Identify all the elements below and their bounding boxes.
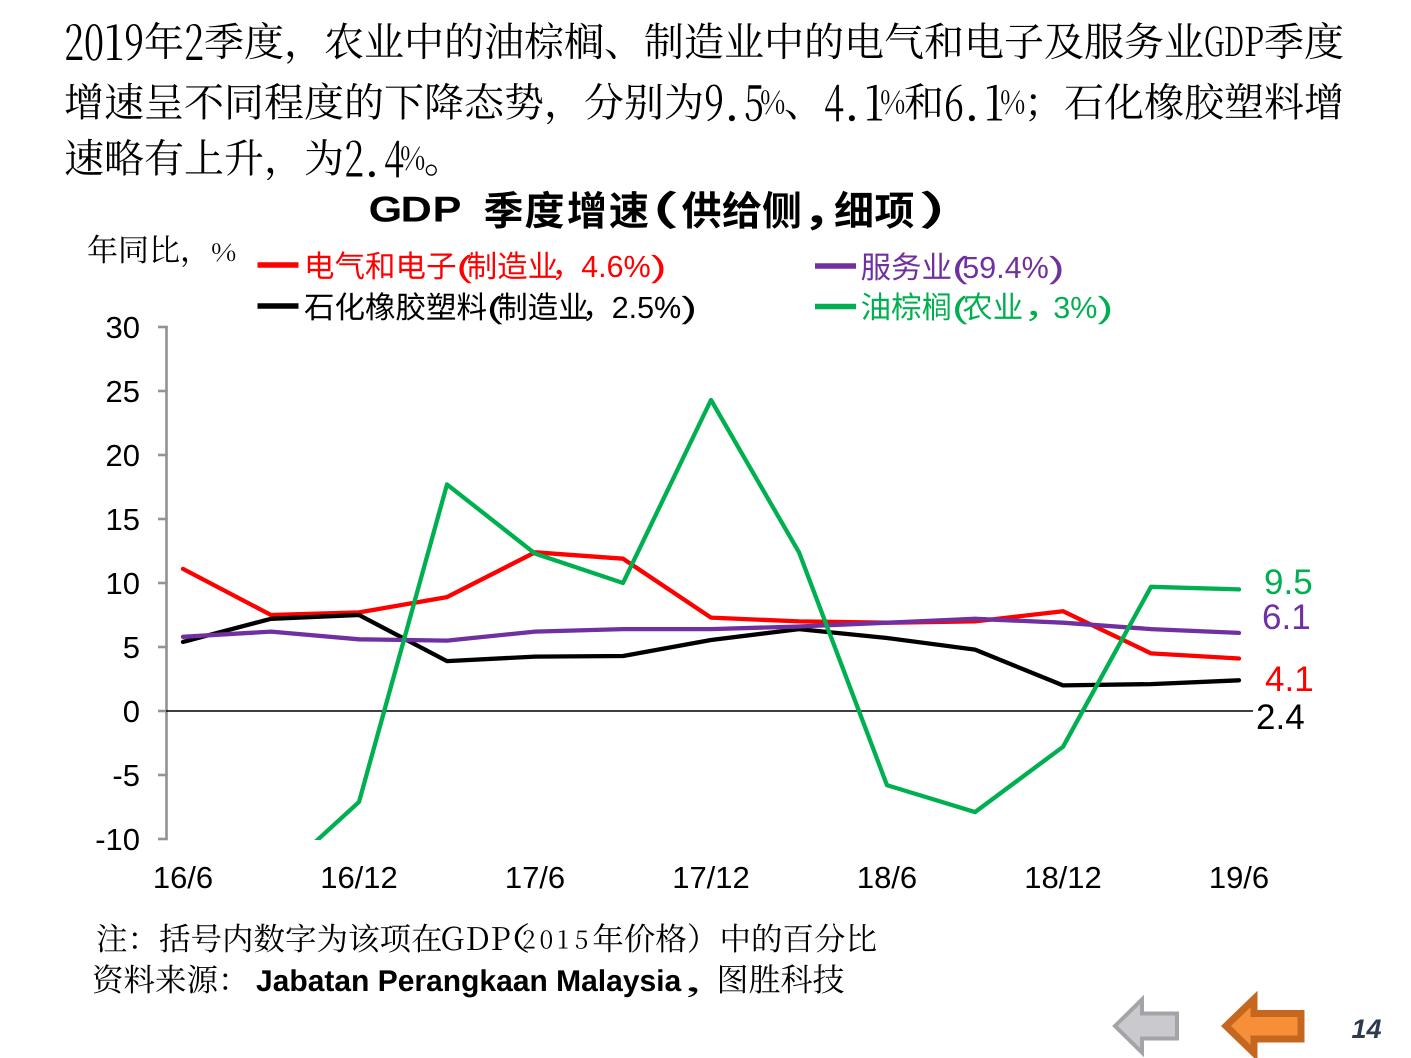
svg-text:9.5: 9.5 (1264, 563, 1313, 602)
svg-text:30: 30 (106, 310, 140, 345)
svg-text:18/6: 18/6 (857, 860, 917, 895)
svg-text:19/6: 19/6 (1209, 860, 1269, 895)
svg-text:18/12: 18/12 (1024, 860, 1102, 895)
svg-text:16/6: 16/6 (153, 860, 213, 895)
svg-text:10: 10 (106, 566, 140, 601)
svg-text:-5: -5 (112, 758, 140, 793)
svg-text:17/12: 17/12 (672, 860, 750, 895)
svg-text:17/6: 17/6 (505, 860, 565, 895)
svg-text:6.1: 6.1 (1262, 598, 1311, 637)
svg-text:20: 20 (106, 438, 140, 473)
svg-text:15: 15 (106, 502, 140, 537)
svg-text:2.4: 2.4 (1256, 698, 1305, 737)
svg-text:4.1: 4.1 (1265, 660, 1314, 699)
svg-text:0: 0 (123, 694, 140, 729)
svg-text:16/12: 16/12 (320, 860, 398, 895)
svg-text:5: 5 (123, 630, 140, 665)
svg-text:-10: -10 (95, 822, 140, 857)
svg-text:14: 14 (1352, 1014, 1382, 1044)
svg-text:25: 25 (106, 374, 140, 409)
